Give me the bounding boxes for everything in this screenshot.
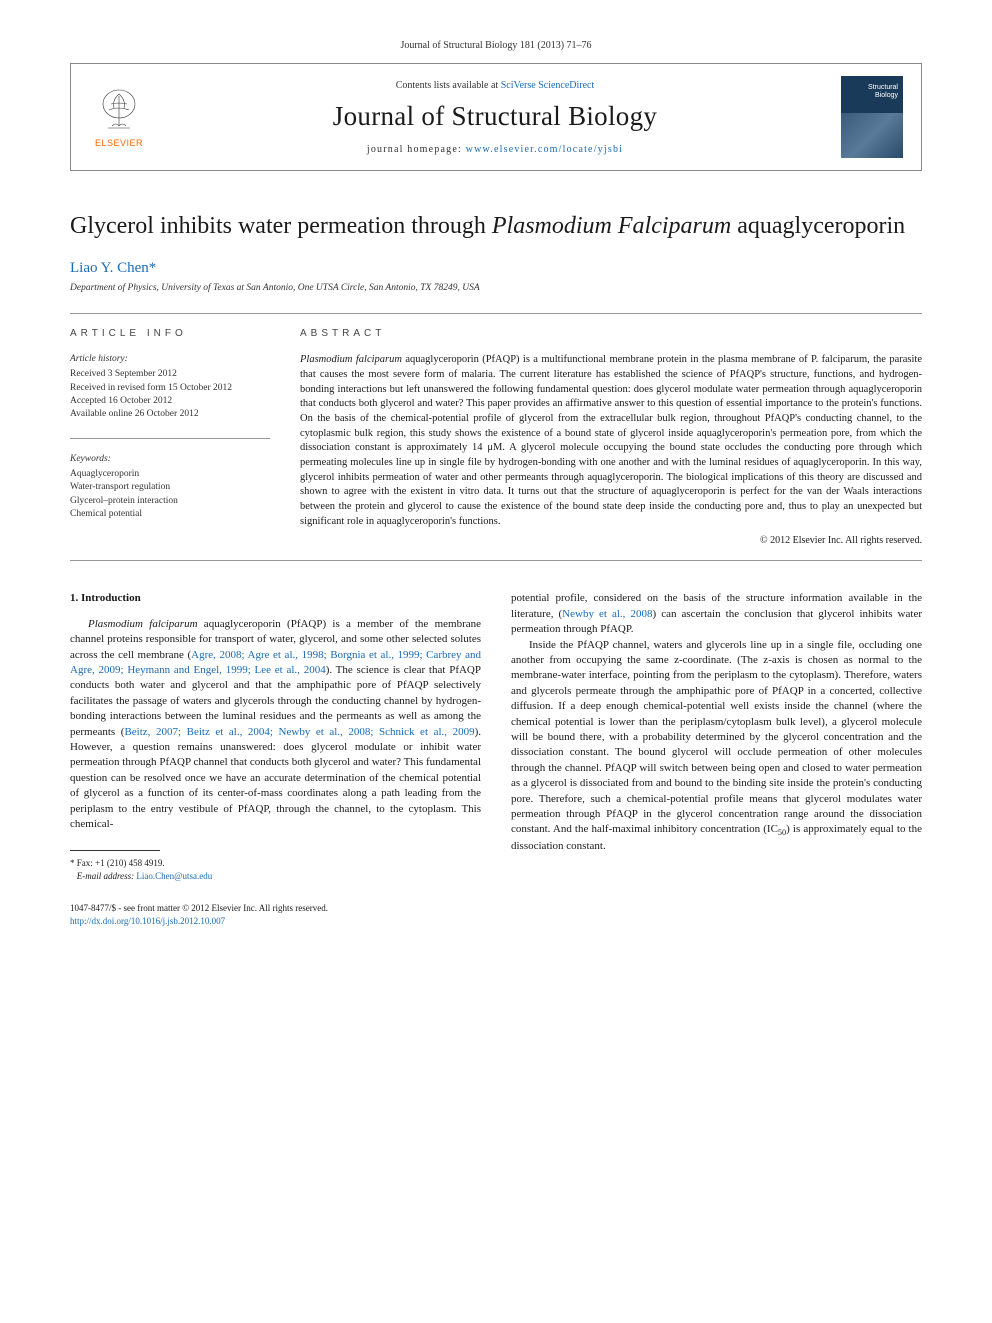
keywords-label: Keywords: (70, 453, 270, 466)
p1-end: ). However, a question remains unanswere… (70, 726, 481, 830)
footer-doi-link[interactable]: http://dx.doi.org/10.1016/j.jsb.2012.10.… (70, 916, 225, 926)
cover-title: Structural Biology (868, 84, 898, 99)
elsevier-label: ELSEVIER (95, 138, 143, 148)
contents-prefix: Contents lists available at (396, 80, 501, 91)
cover-line1: Structural (868, 84, 898, 92)
elsevier-logo: ELSEVIER (89, 86, 149, 148)
article-history-block: Article history: Received 3 September 20… (70, 353, 270, 421)
keyword-1: Aquaglyceroporin (70, 468, 270, 481)
section-1-heading: 1. Introduction (70, 591, 481, 606)
p1-italic: Plasmodium falciparum (88, 618, 198, 630)
author-link[interactable]: Liao Y. Chen (70, 260, 149, 276)
elsevier-tree-icon (94, 86, 144, 136)
intro-paragraph-1: Plasmodium falciparum aquaglyceroporin (… (70, 617, 481, 832)
journal-reference: Journal of Structural Biology 181 (2013)… (70, 40, 922, 51)
footnote-fax-text: Fax: +1 (210) 458 4919. (75, 858, 165, 868)
body-column-left: 1. Introduction Plasmodium falciparum aq… (70, 591, 481, 882)
divider-bottom (70, 560, 922, 561)
abstract-main: aquaglyceroporin (PfAQP) is a multifunct… (300, 354, 922, 527)
article-title: Glycerol inhibits water permeation throu… (70, 211, 922, 242)
footnote-divider (70, 850, 160, 851)
info-divider (70, 438, 270, 439)
body-column-right: potential profile, considered on the bas… (511, 591, 922, 882)
footer-issn: 1047-8477/$ - see front matter © 2012 El… (70, 902, 922, 915)
col2-paragraph-2: Inside the PfAQP channel, waters and gly… (511, 638, 922, 855)
title-suffix: aquaglyceroporin (731, 213, 905, 239)
title-prefix: Glycerol inhibits water permeation throu… (70, 213, 492, 239)
keyword-3: Glycerol–protein interaction (70, 495, 270, 508)
journal-header-box: ELSEVIER Contents lists available at Sci… (70, 63, 922, 171)
footnote-fax: * Fax: +1 (210) 458 4919. (70, 857, 481, 870)
abstract-column: abstract Plasmodium falciparum aquaglyce… (300, 328, 922, 546)
c2p2-text: Inside the PfAQP channel, waters and gly… (511, 639, 922, 836)
homepage-line: journal homepage: www.elsevier.com/locat… (159, 144, 831, 155)
ic50-sub: 50 (778, 828, 786, 837)
info-heading: article info (70, 328, 270, 339)
journal-cover-thumbnail: Structural Biology (841, 76, 903, 158)
history-received: Received 3 September 2012 (70, 368, 270, 381)
divider-top (70, 313, 922, 314)
header-center: Contents lists available at SciVerse Sci… (149, 80, 841, 155)
cover-image-area (841, 113, 903, 158)
sciverse-link[interactable]: SciVerse ScienceDirect (501, 80, 595, 91)
history-label: Article history: (70, 353, 270, 366)
article-info-column: article info Article history: Received 3… (70, 328, 270, 546)
author-line: Liao Y. Chen* (70, 260, 922, 277)
homepage-prefix: journal homepage: (367, 144, 466, 155)
email-label: E-mail address: (77, 871, 134, 881)
body-columns: 1. Introduction Plasmodium falciparum aq… (70, 591, 922, 882)
affiliation: Department of Physics, University of Tex… (70, 283, 922, 293)
history-online: Available online 26 October 2012 (70, 408, 270, 421)
abstract-text: Plasmodium falciparum aquaglyceroporin (… (300, 353, 922, 529)
email-link[interactable]: Liao.Chen@utsa.edu (136, 871, 212, 881)
abstract-copyright: © 2012 Elsevier Inc. All rights reserved… (300, 535, 922, 546)
title-italic: Plasmodium Falciparum (492, 213, 731, 239)
contents-available-line: Contents lists available at SciVerse Sci… (159, 80, 831, 91)
abstract-heading: abstract (300, 328, 922, 339)
history-revised: Received in revised form 15 October 2012 (70, 382, 270, 395)
footnote-block: * Fax: +1 (210) 458 4919. E-mail address… (70, 857, 481, 882)
journal-title: Journal of Structural Biology (159, 101, 831, 132)
corresponding-marker: * (149, 260, 157, 276)
homepage-link[interactable]: www.elsevier.com/locate/yjsbi (466, 144, 623, 155)
keywords-block: Keywords: Aquaglyceroporin Water-transpo… (70, 453, 270, 521)
p1-refs2[interactable]: Beitz, 2007; Beitz et al., 2004; Newby e… (124, 726, 474, 738)
col2-paragraph-1: potential profile, considered on the bas… (511, 591, 922, 637)
info-abstract-row: article info Article history: Received 3… (70, 328, 922, 546)
footnote-email-line: E-mail address: Liao.Chen@utsa.edu (70, 870, 481, 883)
c2p1-ref[interactable]: Newby et al., 2008 (562, 608, 652, 620)
abstract-italic-open: Plasmodium falciparum (300, 354, 402, 365)
page-container: Journal of Structural Biology 181 (2013)… (0, 0, 992, 958)
cover-line2: Biology (868, 92, 898, 100)
footer-block: 1047-8477/$ - see front matter © 2012 El… (70, 902, 922, 927)
keyword-4: Chemical potential (70, 508, 270, 521)
keyword-2: Water-transport regulation (70, 481, 270, 494)
history-accepted: Accepted 16 October 2012 (70, 395, 270, 408)
